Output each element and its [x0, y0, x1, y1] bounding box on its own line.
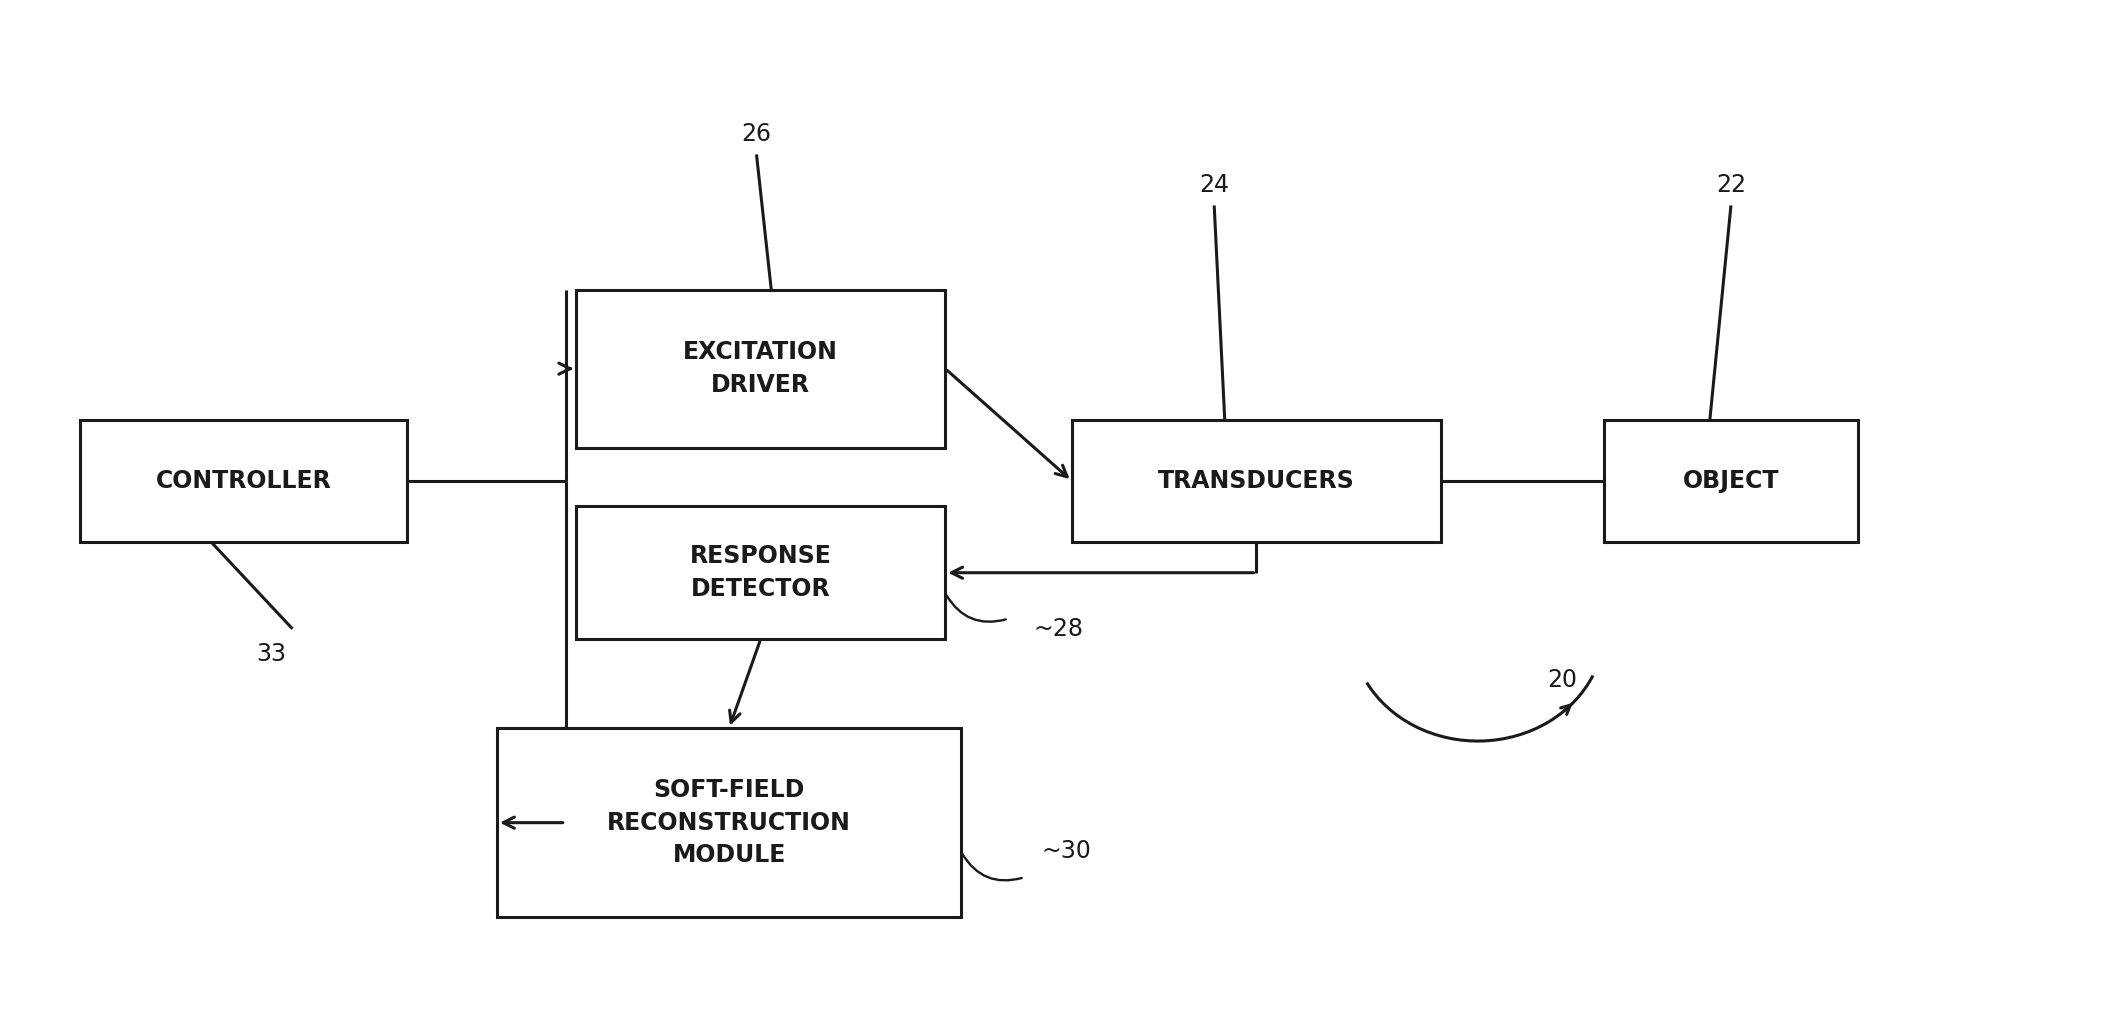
Text: ~30: ~30	[1041, 839, 1092, 863]
Text: 26: 26	[741, 122, 771, 146]
Text: CONTROLLER: CONTROLLER	[156, 469, 332, 493]
Text: TRANSDUCERS: TRANSDUCERS	[1157, 469, 1354, 493]
Bar	[577, 506, 946, 639]
Text: RESPONSE
DETECTOR: RESPONSE DETECTOR	[691, 544, 832, 601]
Text: 20: 20	[1548, 668, 1578, 692]
Text: EXCITATION
DRIVER: EXCITATION DRIVER	[684, 341, 838, 397]
Bar	[80, 419, 408, 542]
Text: 24: 24	[1200, 173, 1229, 197]
Text: 22: 22	[1715, 173, 1747, 197]
Bar	[1071, 419, 1440, 542]
Text: ~28: ~28	[1035, 617, 1083, 640]
Bar	[577, 290, 946, 448]
Text: SOFT-FIELD
RECONSTRUCTION
MODULE: SOFT-FIELD RECONSTRUCTION MODULE	[606, 779, 851, 868]
Bar	[1605, 419, 1859, 542]
Bar	[496, 728, 961, 917]
Text: OBJECT: OBJECT	[1683, 469, 1778, 493]
Text: 33: 33	[256, 642, 287, 666]
